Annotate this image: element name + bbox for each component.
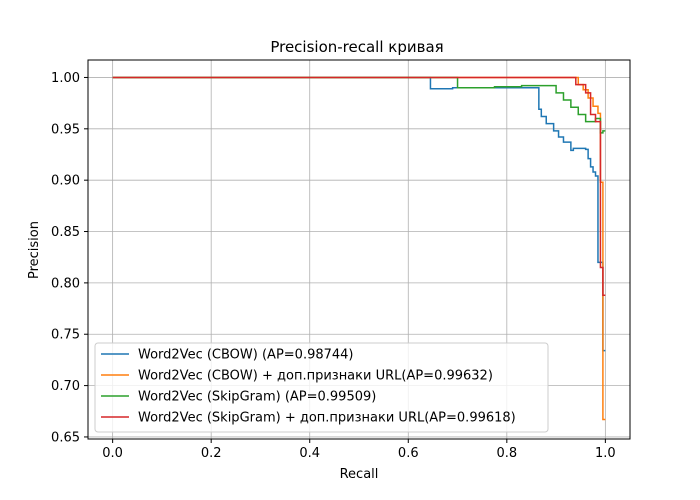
series-line-4 xyxy=(112,76,606,296)
y-tick-label: 0.65 xyxy=(51,430,80,445)
y-tick-label: 0.85 xyxy=(51,225,80,240)
legend-entry-label: Word2Vec (CBOW) + доп.признаки URL(AP=0.… xyxy=(138,369,493,384)
legend-entry-label: Word2Vec (CBOW) (AP=0.98744) xyxy=(138,348,354,363)
x-tick-label: 0.2 xyxy=(201,446,222,461)
x-tick-label: 0.6 xyxy=(398,446,419,461)
x-tick-label: 0.4 xyxy=(299,446,320,461)
y-tick-label: 0.95 xyxy=(51,122,80,137)
series-lines xyxy=(112,76,606,421)
axis-ticks: 0.0 0.2 0.4 0.6 0.8 1.0 0.65 0.70 0.75 0.80 0.85 0.… xyxy=(51,71,616,461)
y-axis-label: Precision xyxy=(27,221,42,279)
series-line-3 xyxy=(112,76,606,134)
x-tick-label: 0.8 xyxy=(496,446,517,461)
legend: Word2Vec (CBOW) (AP=0.98744) Word2Vec (CB… xyxy=(94,342,549,433)
legend-entry-label: Word2Vec (SkipGram) (AP=0.99509) xyxy=(138,390,376,405)
y-tick-label: 0.90 xyxy=(51,174,80,189)
legend-entry-label: Word2Vec (SkipGram) + доп.признаки URL(A… xyxy=(138,411,516,426)
legend-box xyxy=(94,342,549,433)
x-tick-label: 1.0 xyxy=(595,446,616,461)
series-line-1 xyxy=(112,76,606,352)
y-tick-label: 0.75 xyxy=(51,328,80,343)
x-tick-label: 0.0 xyxy=(102,446,123,461)
y-tick-label: 0.80 xyxy=(51,276,80,291)
plot-frame xyxy=(87,59,631,440)
y-tick-label: 0.70 xyxy=(51,379,80,394)
x-axis-label: Recall xyxy=(340,467,379,482)
chart-title: Precision-recall кривая xyxy=(270,38,443,56)
y-tick-label: 1.00 xyxy=(51,71,80,86)
